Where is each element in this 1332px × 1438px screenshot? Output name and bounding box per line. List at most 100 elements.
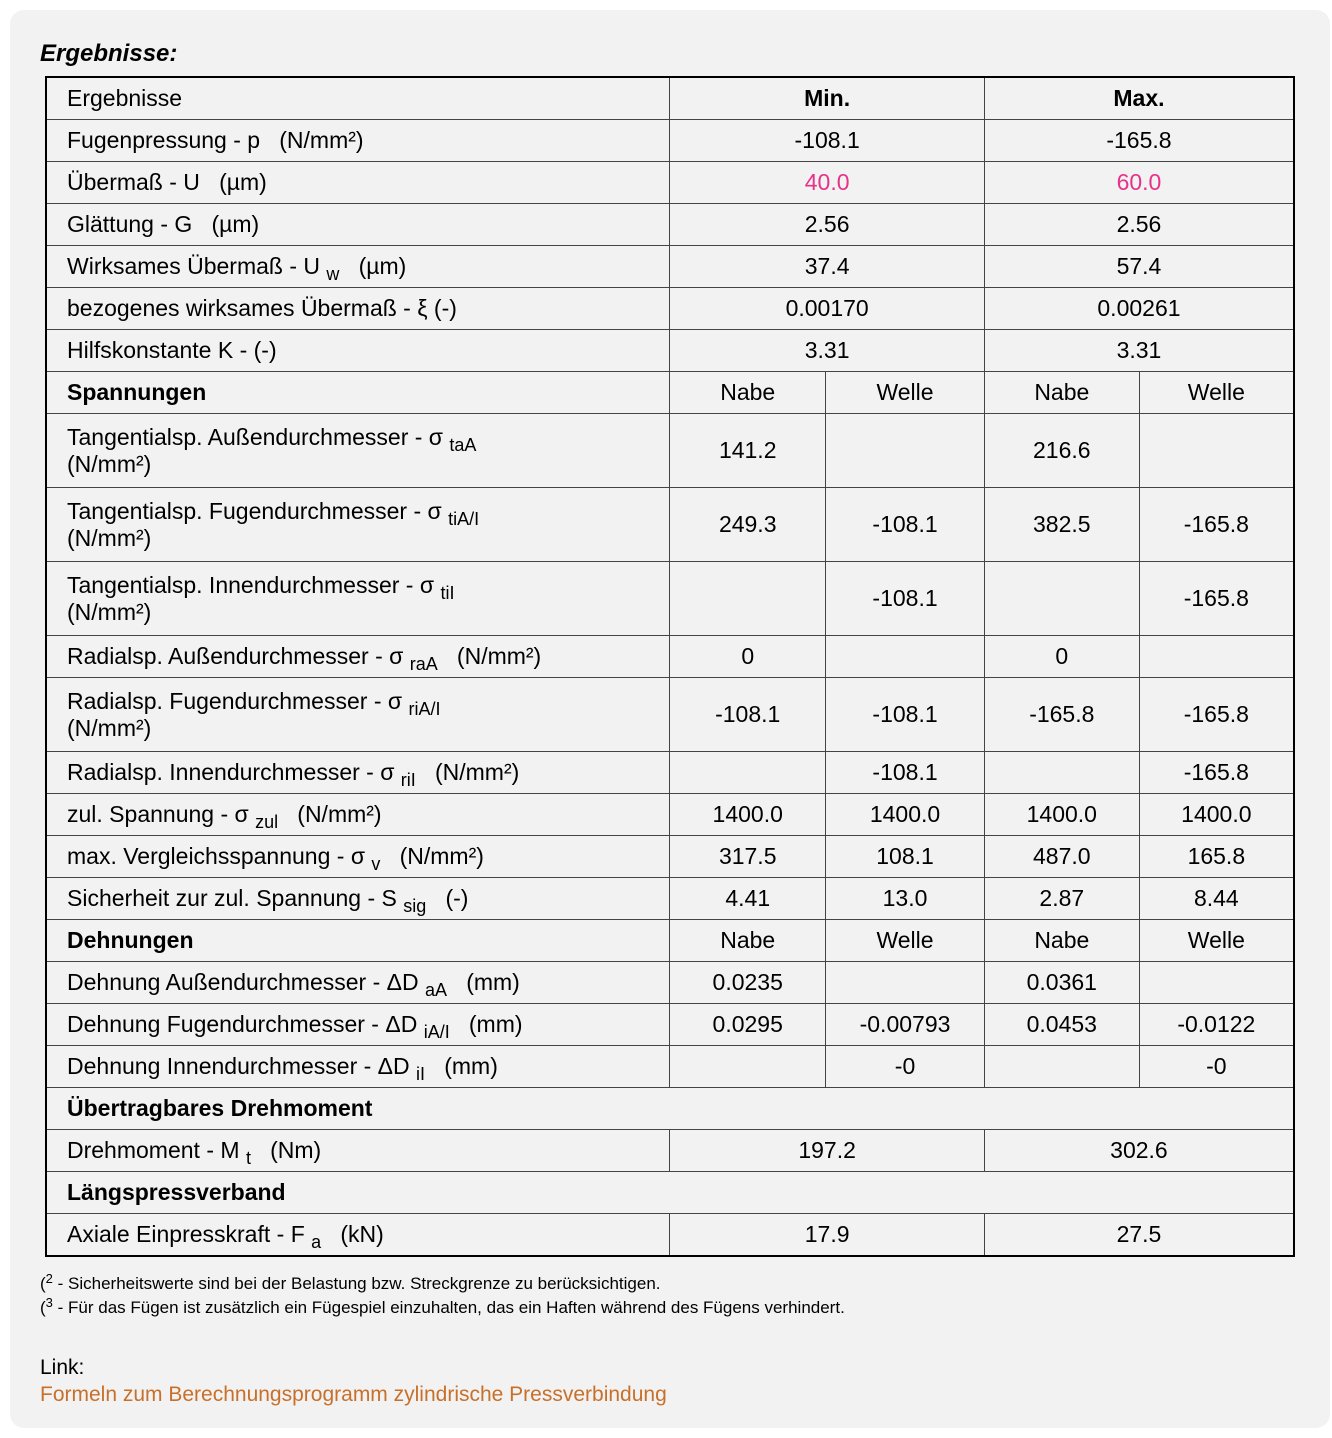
max-nabe-value xyxy=(983,751,1140,794)
column-subheader: Welle xyxy=(1138,371,1295,414)
table-row: Wirksames Übermaß - U w (µm) 37.4 57.4 xyxy=(45,245,1295,288)
min-welle-value: -108.1 xyxy=(825,561,985,636)
link-label: Link: xyxy=(40,1356,85,1379)
label-unit: (N/mm²) xyxy=(399,843,484,869)
max-welle-value: -165.8 xyxy=(1138,487,1295,562)
max-nabe-value: 2.87 xyxy=(983,877,1140,920)
min-nabe-value: -108.1 xyxy=(669,677,827,752)
row-label: Hilfskonstante K - (-) xyxy=(45,329,671,372)
label-subscript: t xyxy=(245,1148,251,1168)
max-welle-value: 165.8 xyxy=(1138,835,1295,878)
label-text: Hilfskonstante K - (-) xyxy=(67,337,277,363)
formulas-link[interactable]: Formeln zum Berechnungsprogramm zylindri… xyxy=(40,1383,667,1406)
label-text: Radialsp. Außendurchmesser - σ xyxy=(67,643,404,669)
label-unit: (mm) xyxy=(468,1011,523,1037)
label-subscript: tiA/I xyxy=(448,508,480,529)
footnote: (2 - Sicherheitswerte sind bei der Belas… xyxy=(40,1271,661,1293)
label-text: Axiale Einpresskraft - F xyxy=(67,1221,305,1247)
label-text: Radialsp. Fugendurchmesser - σ xyxy=(67,687,403,714)
label-unit: (N/mm²) xyxy=(67,524,152,551)
row-label: Axiale Einpresskraft - F a (kN) xyxy=(45,1213,671,1257)
table-row: bezogenes wirksames Übermaß - ξ (-) 0.001… xyxy=(45,287,1295,330)
row-label: bezogenes wirksames Übermaß - ξ (-) xyxy=(45,287,671,330)
table-row: Radialsp. Außendurchmesser - σ raA (N/mm… xyxy=(45,635,1295,678)
min-welle-value xyxy=(825,961,985,1004)
min-value: 0.00170 xyxy=(669,287,985,330)
table-row: Drehmoment - M t (Nm) 197.2 302.6 xyxy=(45,1129,1295,1172)
header-label: Ergebnisse xyxy=(45,76,671,120)
min-nabe-value xyxy=(669,561,827,636)
max-value: 27.5 xyxy=(983,1213,1295,1257)
max-value: 60.0 xyxy=(983,161,1295,204)
max-value: 3.31 xyxy=(983,329,1295,372)
row-label: Tangentialsp. Innendurchmesser - σ tiI (N… xyxy=(45,561,671,636)
row-label: zul. Spannung - σ zul (N/mm²) xyxy=(45,793,671,836)
row-label: Übermaß - U (µm) xyxy=(45,161,671,204)
min-welle-value xyxy=(825,413,985,488)
table-row: Sicherheit zur zul. Spannung - S sig (-)… xyxy=(45,877,1295,920)
label-subscript: w xyxy=(326,264,340,284)
column-subheader: Nabe xyxy=(983,371,1140,414)
label-subscript: raA xyxy=(409,654,438,674)
section-heading: Längspressverband xyxy=(45,1171,1295,1214)
table-row: Glättung - G (µm) 2.56 2.56 xyxy=(45,203,1295,246)
header-max: Max. xyxy=(983,76,1295,120)
max-welle-value: -165.8 xyxy=(1138,677,1295,752)
label-subscript: tiI xyxy=(440,582,455,603)
label-unit: (Nm) xyxy=(270,1137,322,1163)
max-welle-value xyxy=(1138,413,1295,488)
min-nabe-value: 317.5 xyxy=(669,835,827,878)
label-unit: (N/mm²) xyxy=(456,643,542,669)
label-text: Sicherheit zur zul. Spannung - S xyxy=(67,885,397,911)
row-label: max. Vergleichsspannung - σ v (N/mm²) xyxy=(45,835,671,878)
min-nabe-value: 249.3 xyxy=(669,487,827,562)
max-nabe-value: 487.0 xyxy=(983,835,1140,878)
label-subscript: zul xyxy=(255,812,279,832)
results-table: Ergebnisse Min. Max. Fugenpressung - p (… xyxy=(45,76,1295,1257)
label-unit: (-) xyxy=(445,885,469,911)
max-value: 302.6 xyxy=(983,1129,1295,1172)
label-text: Übermaß - U xyxy=(67,169,200,195)
label-text: zul. Spannung - σ xyxy=(67,801,249,827)
max-welle-value: -165.8 xyxy=(1138,561,1295,636)
label-text: Glättung - G xyxy=(67,211,193,237)
label-subscript: iA/I xyxy=(423,1022,450,1042)
label-text: Tangentialsp. Fugendurchmesser - σ xyxy=(67,497,442,524)
min-value: -108.1 xyxy=(669,119,985,162)
label-unit: (N/mm²) xyxy=(297,801,382,827)
label-text: Fugenpressung - p xyxy=(67,127,261,153)
max-nabe-value xyxy=(983,1045,1140,1088)
max-welle-value xyxy=(1138,961,1295,1004)
column-subheader: Welle xyxy=(825,919,985,962)
min-welle-value: -108.1 xyxy=(825,751,985,794)
max-nabe-value: 0.0453 xyxy=(983,1003,1140,1046)
footnotes: (2 - Sicherheitswerte sind bei der Belas… xyxy=(40,1272,845,1320)
min-nabe-value: 4.41 xyxy=(669,877,827,920)
row-label: Tangentialsp. Fugendurchmesser - σ tiA/I… xyxy=(45,487,671,562)
max-welle-value: 8.44 xyxy=(1138,877,1295,920)
table-row: Axiale Einpresskraft - F a (kN) 17.9 27.5 xyxy=(45,1213,1295,1257)
table-row: Tangentialsp. Fugendurchmesser - σ tiA/I… xyxy=(45,487,1295,562)
row-label: Dehnung Innendurchmesser - ΔD iI (mm) xyxy=(45,1045,671,1088)
row-label: Sicherheit zur zul. Spannung - S sig (-) xyxy=(45,877,671,920)
min-welle-value: -108.1 xyxy=(825,487,985,562)
label-subscript: iI xyxy=(416,1064,426,1084)
max-welle-value xyxy=(1138,635,1295,678)
min-nabe-value: 0 xyxy=(669,635,827,678)
row-label: Fugenpressung - p (N/mm²) xyxy=(45,119,671,162)
label-text: Dehnung Fugendurchmesser - ΔD xyxy=(67,1011,418,1037)
label-subscript: v xyxy=(371,854,381,874)
min-value: 3.31 xyxy=(669,329,985,372)
max-welle-value: 1400.0 xyxy=(1138,793,1295,836)
row-label: Drehmoment - M t (Nm) xyxy=(45,1129,671,1172)
section-heading: Spannungen xyxy=(45,371,671,414)
row-label: Radialsp. Innendurchmesser - σ riI (N/mm… xyxy=(45,751,671,794)
label-text: Radialsp. Innendurchmesser - σ xyxy=(67,759,395,785)
column-subheader: Nabe xyxy=(983,919,1140,962)
min-welle-value: 13.0 xyxy=(825,877,985,920)
min-value: 40.0 xyxy=(669,161,985,204)
max-nabe-value: -165.8 xyxy=(983,677,1140,752)
max-value: 57.4 xyxy=(983,245,1295,288)
table-row: Radialsp. Innendurchmesser - σ riI (N/mm… xyxy=(45,751,1295,794)
label-text: bezogenes wirksames Übermaß - ξ (-) xyxy=(67,295,457,321)
